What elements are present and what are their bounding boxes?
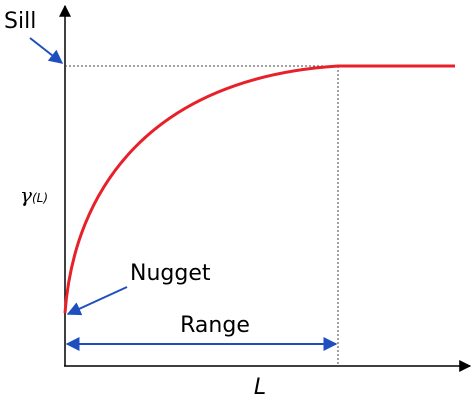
variogram-curve xyxy=(63,64,455,314)
sill-arrow xyxy=(29,37,64,64)
y-axis-label: γ(L) xyxy=(20,183,48,207)
x-axis-label: L xyxy=(254,375,266,399)
y-axis-subscript: (L) xyxy=(32,191,48,205)
sill-label: Sill xyxy=(4,9,36,34)
y-axis-symbol: γ xyxy=(20,183,32,207)
range-label: Range xyxy=(180,313,250,338)
nugget-label: Nugget xyxy=(130,261,211,286)
nugget-arrow xyxy=(66,286,128,316)
